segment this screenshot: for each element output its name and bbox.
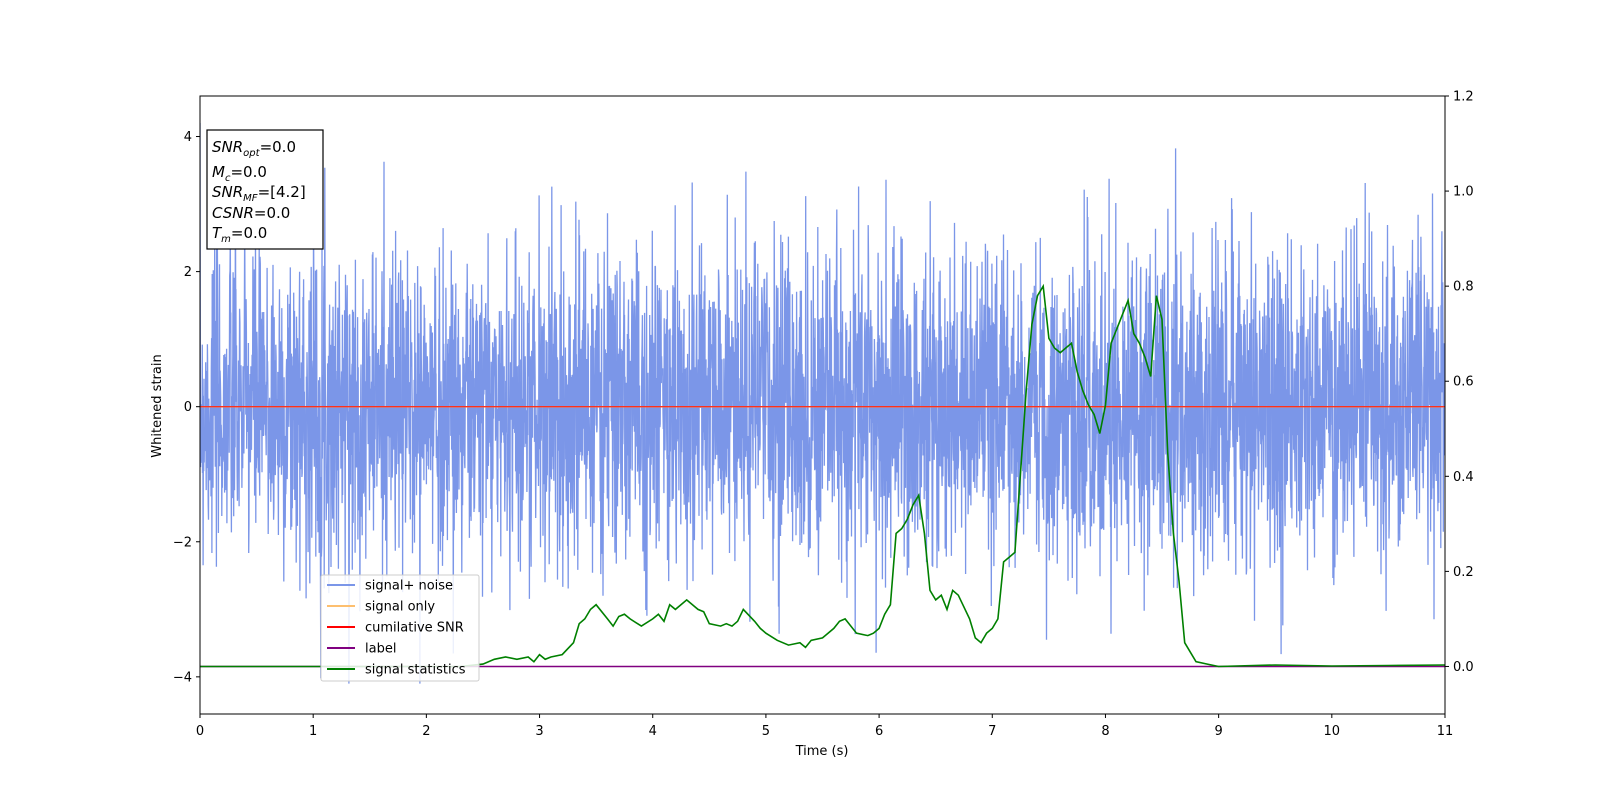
legend-label-signal-only: signal only (365, 600, 435, 615)
legend-frame (320, 574, 480, 682)
y-tick-label: −2 (173, 535, 192, 550)
info-line-csnr: CSNR=0.0 (212, 204, 290, 222)
ticks-layer: 0 1 2 3 4 5 6 7 8 9 10 11 −4 −2 0 2 4 0.0 0.2 0.4 0.6 0.8 1.0 1… (173, 90, 1474, 740)
info-line-snr-mf: SNRMF=[4.2] (212, 183, 306, 204)
y2-tick-label: 1.0 (1453, 185, 1474, 200)
x-tick-label: 0 (196, 724, 204, 739)
plot-frame (199, 95, 1446, 715)
y-tick-label: 0 (184, 400, 192, 415)
x-tick-label: 10 (1324, 724, 1341, 739)
x-tick-label: 2 (422, 724, 430, 739)
x-tick-label: 8 (1101, 724, 1109, 739)
legend-label-signal-statistics: signal statistics (365, 663, 466, 678)
y-tick-label: −4 (173, 670, 192, 685)
y2-tick-label: 0.2 (1453, 565, 1474, 580)
info-box-frame (206, 129, 324, 250)
y-axis-label: Whitened strain (150, 354, 165, 457)
x-tick-label: 4 (649, 724, 657, 739)
legend-label-label: label (365, 642, 396, 657)
y2-tick-label: 0.8 (1453, 280, 1474, 295)
x-axis-label: Time (s) (795, 744, 849, 759)
y-tick-label: 2 (184, 265, 192, 280)
y-tick-label: 4 (184, 130, 192, 145)
x-tick-label: 3 (535, 724, 543, 739)
x-tick-label: 1 (309, 724, 317, 739)
info-line-snr-opt: SNRopt=0.0 (212, 138, 296, 159)
info-line-tm: Tm=0.0 (212, 224, 267, 245)
legend-label-signal-noise: signal+ noise (365, 579, 453, 594)
y2-tick-label: 0.4 (1453, 470, 1474, 485)
info-line-mc: Mc=0.0 (212, 163, 267, 184)
legend-label-cumulative-snr: cumilative SNR (365, 621, 464, 636)
y2-tick-label: 0.6 (1453, 375, 1474, 390)
series-signal-noise (200, 122, 1445, 684)
x-tick-label: 5 (762, 724, 770, 739)
x-tick-label: 11 (1437, 724, 1454, 739)
x-tick-label: 6 (875, 724, 883, 739)
info-box: SNRopt=0.0 Mc=0.0 SNRMF=[4.2] CSNR=0.0 T… (206, 129, 324, 250)
series-signal-statistics (200, 283, 1445, 668)
y2-tick-label: 0.0 (1453, 660, 1474, 675)
x-tick-label: 7 (988, 724, 996, 739)
legend: signal+ noise signal only cumilative SNR… (320, 574, 480, 682)
y2-tick-label: 1.2 (1453, 90, 1474, 105)
x-tick-label: 9 (1214, 724, 1222, 739)
